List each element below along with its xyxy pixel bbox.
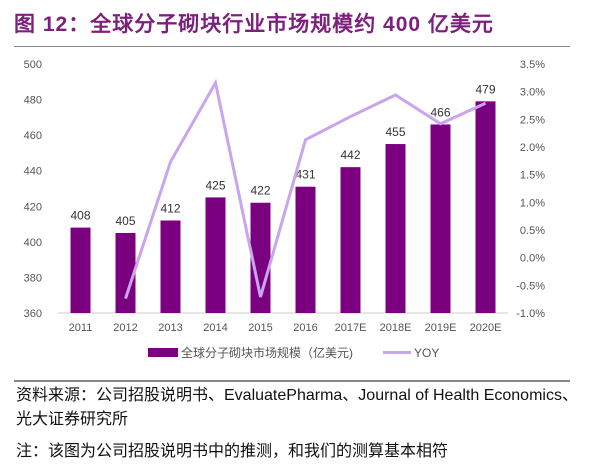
yoy-line bbox=[124, 78, 487, 300]
y-tick-label: 420 bbox=[24, 201, 42, 213]
x-tick-label: 2016 bbox=[293, 322, 317, 334]
y-tick-label: 360 bbox=[24, 308, 42, 320]
bar-data-label: 455 bbox=[385, 125, 405, 139]
y2-tick-label: 2.0% bbox=[520, 142, 545, 154]
bar bbox=[295, 186, 316, 313]
top-divider bbox=[14, 46, 570, 47]
x-tick-label: 2020E bbox=[470, 322, 502, 334]
x-tick-label: 2018E bbox=[380, 322, 412, 334]
figure-title: 图 12：全球分子砌块行业市场规模约 400 亿美元 bbox=[14, 13, 494, 36]
bar-data-label: 422 bbox=[250, 184, 270, 198]
y2-tick-label: -0.5% bbox=[516, 280, 545, 292]
y2-tick-label: 0.5% bbox=[520, 225, 545, 237]
bar bbox=[160, 220, 181, 313]
chart-svg: 360 380 400 420 440 460 480 500 -1.0% -0.5% 0.0% 0… bbox=[24, 59, 546, 334]
bar bbox=[205, 197, 226, 313]
y2-tick-label: 2.5% bbox=[520, 114, 545, 126]
bar bbox=[115, 232, 136, 313]
bar bbox=[70, 227, 91, 313]
legend-line-swatch bbox=[383, 351, 411, 354]
x-tick-label: 2015 bbox=[248, 322, 272, 334]
y-tick-label: 380 bbox=[24, 272, 42, 284]
y-tick-label: 440 bbox=[24, 166, 42, 178]
bottom-divider bbox=[14, 380, 570, 382]
x-tick-label: 2019E bbox=[425, 322, 457, 334]
bar-labels-group: 408 405 412 425 422 431 442 455 466 479 bbox=[70, 82, 495, 228]
x-tick-label: 2014 bbox=[203, 322, 227, 334]
y2-tick-label: 3.5% bbox=[520, 59, 545, 71]
bar-data-label: 431 bbox=[295, 168, 315, 182]
legend-bar-label: 全球分子砌块市场规模（亿美元) bbox=[181, 346, 353, 360]
source-text: 资料来源：公司招股说明书、EvaluatePharma、Journal of H… bbox=[16, 387, 578, 428]
legend-line-label: YOY bbox=[414, 345, 440, 360]
y-tick-label: 400 bbox=[24, 237, 42, 249]
y2-tick-label: -1.0% bbox=[516, 308, 545, 320]
y-tick-label: 480 bbox=[24, 95, 42, 107]
bar bbox=[385, 144, 406, 313]
bar bbox=[430, 124, 451, 313]
legend-bar-swatch bbox=[148, 348, 178, 357]
bar-data-label: 425 bbox=[205, 178, 225, 192]
y2-tick-label: 3.0% bbox=[520, 87, 545, 99]
x-axis: 2011 2012 2013 2014 2015 2016 2017E 2018E 2019E 2… bbox=[69, 322, 502, 334]
left-axis: 360 380 400 420 440 460 480 500 bbox=[24, 59, 42, 320]
bar-data-label: 442 bbox=[340, 148, 360, 162]
y-tick-label: 500 bbox=[24, 59, 42, 71]
x-tick-label: 2012 bbox=[113, 322, 137, 334]
y-tick-label: 460 bbox=[24, 130, 42, 142]
right-axis: -1.0% -0.5% 0.0% 0.5% 1.0% 1.5% 2.0% 2.5% 3.0% 3.… bbox=[516, 59, 545, 320]
y2-tick-label: 1.5% bbox=[520, 170, 545, 182]
note-text: 注：该图为公司招股说明书中的推测，和我们的测算基本相符 bbox=[16, 443, 449, 460]
bars-group bbox=[70, 101, 496, 313]
y2-tick-label: 0.0% bbox=[520, 253, 545, 265]
bar-data-label: 466 bbox=[430, 105, 450, 119]
bar-data-label: 412 bbox=[160, 202, 180, 216]
y2-tick-label: 1.0% bbox=[520, 197, 545, 209]
bar-data-label: 408 bbox=[70, 209, 90, 223]
x-tick-label: 2017E bbox=[335, 322, 367, 334]
bar-data-label: 479 bbox=[475, 82, 495, 96]
bar bbox=[340, 167, 361, 313]
bar bbox=[250, 202, 271, 313]
bar bbox=[475, 101, 496, 313]
bar-data-label: 405 bbox=[115, 214, 135, 228]
x-tick-label: 2011 bbox=[69, 322, 93, 334]
legend: 全球分子砌块市场规模（亿美元) YOY bbox=[148, 344, 439, 361]
x-tick-label: 2013 bbox=[158, 322, 182, 334]
